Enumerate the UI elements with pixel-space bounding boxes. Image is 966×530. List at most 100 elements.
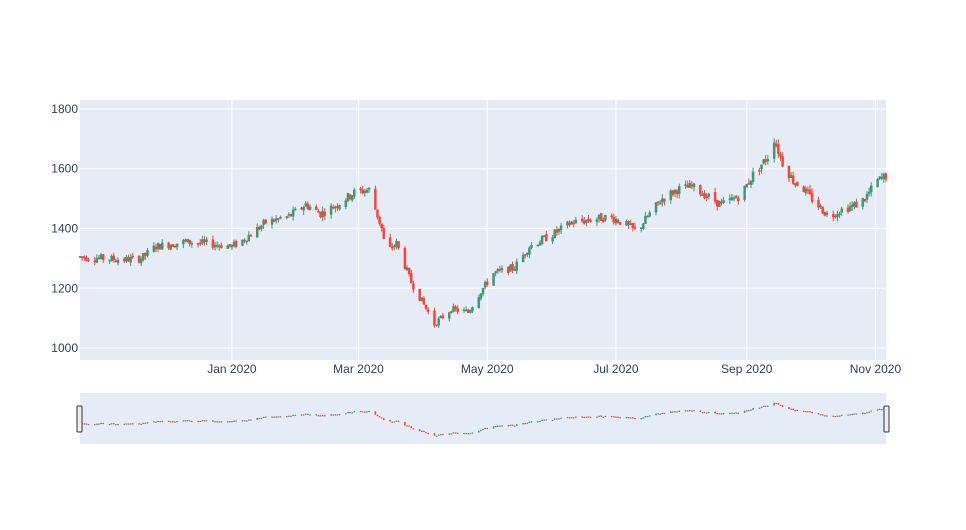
- candle-body: [536, 244, 540, 247]
- slider-candle: [750, 409, 752, 411]
- candle-body: [201, 239, 204, 244]
- slider-candle: [737, 412, 740, 414]
- slider-candle: [307, 413, 309, 415]
- slider-candle: [389, 419, 391, 422]
- candle-body: [713, 192, 717, 202]
- candle-body: [876, 179, 879, 188]
- slider-candle: [349, 412, 351, 414]
- slider-candle: [427, 432, 429, 435]
- candle-body: [289, 213, 293, 217]
- slider-candle: [300, 414, 303, 416]
- slider-candle: [245, 420, 248, 422]
- slider-candle: [699, 410, 702, 413]
- range-slider-right-handle[interactable]: [883, 405, 890, 433]
- candle-body: [397, 241, 400, 249]
- candle-body: [437, 318, 440, 326]
- slider-candle: [556, 418, 558, 420]
- range-slider-left-handle[interactable]: [76, 405, 83, 433]
- candle-body: [775, 143, 778, 147]
- slider-candle: [530, 421, 533, 423]
- candle-body: [304, 203, 308, 207]
- candle-body: [258, 226, 261, 230]
- candle-body: [215, 244, 219, 247]
- candle-body: [492, 273, 495, 286]
- candle-body: [846, 207, 850, 212]
- slider-candle: [840, 414, 843, 416]
- candle-body: [302, 207, 305, 211]
- slider-candle: [526, 422, 529, 424]
- slider-candle: [216, 421, 218, 423]
- candle-body: [861, 197, 865, 207]
- slider-candle: [469, 433, 472, 435]
- slider-candle: [570, 417, 573, 419]
- slider-candle: [260, 417, 263, 419]
- candle-body: [380, 223, 383, 229]
- slider-candle: [425, 432, 427, 434]
- slider-candle: [604, 415, 607, 418]
- candle-body: [570, 221, 573, 225]
- range-slider[interactable]: [76, 393, 890, 444]
- candle-body: [878, 176, 881, 179]
- candle-body: [367, 187, 371, 190]
- x-tick-label: Jan 2020: [207, 362, 257, 376]
- x-tick-label: Jul 2020: [593, 362, 639, 376]
- candle-body: [243, 239, 246, 242]
- slider-candle: [669, 411, 672, 414]
- slider-candle: [625, 416, 628, 419]
- slider-candle: [861, 412, 864, 415]
- range-slider-background[interactable]: [80, 393, 886, 444]
- candle-body: [728, 198, 732, 200]
- slider-candle: [507, 425, 510, 427]
- candle-body: [471, 307, 474, 312]
- candle-body: [82, 256, 86, 259]
- candle-body: [699, 185, 702, 195]
- candle-body: [329, 205, 333, 215]
- candle-body: [93, 260, 97, 263]
- slider-candle: [583, 416, 586, 419]
- candle-body: [568, 222, 571, 226]
- candle-body: [526, 252, 529, 255]
- slider-candle: [197, 420, 199, 423]
- candle-body: [610, 215, 613, 218]
- slider-candle: [273, 416, 275, 418]
- slider-candle: [610, 415, 613, 418]
- slider-candle: [112, 423, 115, 425]
- candle-body: [450, 311, 453, 313]
- candle-body: [211, 239, 215, 248]
- candle-body: [838, 213, 841, 216]
- slider-candle: [229, 421, 231, 423]
- slider-candle: [836, 415, 839, 417]
- candle-body: [139, 258, 143, 264]
- candle-body: [627, 221, 630, 225]
- candle-body: [597, 214, 601, 220]
- slider-candle: [684, 410, 687, 412]
- slider-candle: [644, 416, 647, 418]
- slider-candle: [764, 405, 767, 407]
- slider-candle: [781, 405, 784, 407]
- candle-body: [184, 239, 187, 242]
- candle-body: [720, 201, 723, 204]
- candle-body: [836, 214, 839, 218]
- y-tick-label: 1400: [51, 222, 78, 236]
- plot-background: [80, 100, 886, 360]
- candle-body: [869, 185, 873, 193]
- slider-candle: [790, 408, 792, 410]
- candle-body: [612, 216, 616, 223]
- slider-candle: [404, 421, 406, 426]
- candle-body: [112, 255, 116, 261]
- candle-body: [260, 225, 263, 229]
- candle-body: [751, 171, 755, 182]
- slider-candle: [452, 432, 455, 434]
- slider-candle: [93, 424, 96, 426]
- slider-candle: [108, 423, 111, 426]
- candle-body: [855, 201, 858, 208]
- candle-body: [161, 242, 164, 250]
- candle-body: [500, 267, 504, 271]
- candle-body: [840, 208, 843, 213]
- slider-candle: [524, 422, 526, 425]
- slider-candle: [258, 417, 261, 420]
- slider-candle: [826, 415, 828, 417]
- slider-candle: [277, 416, 280, 418]
- slider-candle: [345, 413, 347, 415]
